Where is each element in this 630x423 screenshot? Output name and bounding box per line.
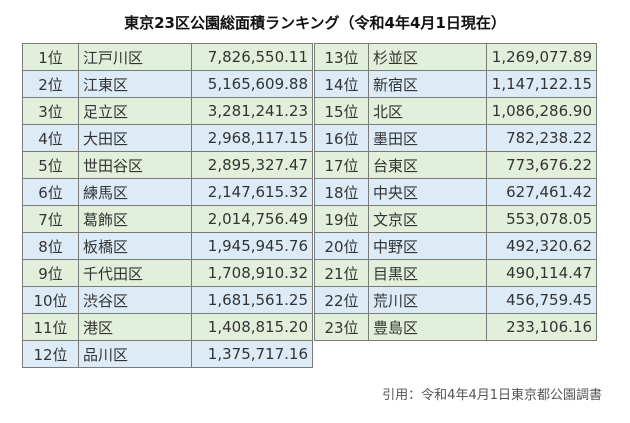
table-row: 10位 渋谷区 1,681,561.25 — [22, 286, 313, 314]
rank-cell: 11位 — [22, 313, 79, 341]
ward-cell: 新宿区 — [368, 70, 487, 98]
area-cell: 3,281,241.23 — [191, 97, 313, 125]
ward-cell: 港区 — [78, 313, 192, 341]
ward-cell: 千代田区 — [78, 259, 192, 287]
table-row: 16位 墨田区 782,238.22 — [314, 124, 597, 152]
table-row: 5位 世田谷区 2,895,327.47 — [22, 151, 313, 179]
table-row: 22位 荒川区 456,759.45 — [314, 286, 597, 314]
ward-cell: 台東区 — [368, 151, 487, 179]
area-cell: 1,086,286.90 — [486, 97, 597, 125]
area-cell: 773,676.22 — [486, 151, 597, 179]
ward-cell: 大田区 — [78, 124, 192, 152]
rank-cell: 23位 — [314, 313, 369, 341]
table-row: 1位 江戸川区 7,826,550.11 — [22, 43, 313, 71]
ward-cell: 世田谷区 — [78, 151, 192, 179]
rank-cell: 8位 — [22, 232, 79, 260]
ward-cell: 品川区 — [78, 340, 192, 368]
area-cell: 456,759.45 — [486, 286, 597, 314]
ward-cell: 荒川区 — [368, 286, 487, 314]
rank-cell: 9位 — [22, 259, 79, 287]
area-cell: 1,375,717.16 — [191, 340, 313, 368]
area-cell: 553,078.05 — [486, 205, 597, 233]
rank-cell: 4位 — [22, 124, 79, 152]
table-row: 13位 杉並区 1,269,077.89 — [314, 43, 597, 71]
rank-cell: 18位 — [314, 178, 369, 206]
rank-cell: 14位 — [314, 70, 369, 98]
rank-cell: 3位 — [22, 97, 79, 125]
table-row: 11位 港区 1,408,815.20 — [22, 313, 313, 341]
rank-cell: 1位 — [22, 43, 79, 71]
table-row: 9位 千代田区 1,708,910.32 — [22, 259, 313, 287]
ward-cell: 文京区 — [368, 205, 487, 233]
ward-cell: 中央区 — [368, 178, 487, 206]
rank-cell: 6位 — [22, 178, 79, 206]
table-row: 19位 文京区 553,078.05 — [314, 205, 597, 233]
page-title: 東京23区公園総面積ランキング（令和4年4月1日現在） — [124, 14, 506, 32]
rank-cell: 10位 — [22, 286, 79, 314]
area-cell: 5,165,609.88 — [191, 70, 313, 98]
rank-cell: 2位 — [22, 70, 79, 98]
ward-cell: 板橋区 — [78, 232, 192, 260]
area-cell: 233,106.16 — [486, 313, 597, 341]
table-row: 14位 新宿区 1,147,122.15 — [314, 70, 597, 98]
ward-cell: 渋谷区 — [78, 286, 192, 314]
table-row: 4位 大田区 2,968,117.15 — [22, 124, 313, 152]
rank-cell: 12位 — [22, 340, 79, 368]
rank-cell: 20位 — [314, 232, 369, 260]
ward-cell: 杉並区 — [368, 43, 487, 71]
ranking-table-left: 1位 江戸川区 7,826,550.11 2位 江東区 5,165,609.88 3位 足立区… — [22, 43, 313, 368]
table-row: 3位 足立区 3,281,241.23 — [22, 97, 313, 125]
ward-cell: 江戸川区 — [78, 43, 192, 71]
rank-cell: 5位 — [22, 151, 79, 179]
ranking-table-right: 13位 杉並区 1,269,077.89 14位 新宿区 1,147,122.15 15位北… — [314, 43, 597, 341]
rank-cell: 19位 — [314, 205, 369, 233]
area-cell: 2,895,327.47 — [191, 151, 313, 179]
table-row: 15位 北区 1,086,286.90 — [314, 97, 597, 125]
table-row: 18位 中央区 627,461.42 — [314, 178, 597, 206]
area-cell: 492,320.62 — [486, 232, 597, 260]
source-citation: 引用：令和4年4月1日東京都公園調書 — [382, 388, 602, 403]
area-cell: 1,147,122.15 — [486, 70, 597, 98]
area-cell: 1,681,561.25 — [191, 286, 313, 314]
area-cell: 1,408,815.20 — [191, 313, 313, 341]
table-row: 17位 台東区 773,676.22 — [314, 151, 597, 179]
ward-cell: 墨田区 — [368, 124, 487, 152]
area-cell: 1,708,910.32 — [191, 259, 313, 287]
rank-cell: 17位 — [314, 151, 369, 179]
area-cell: 1,269,077.89 — [486, 43, 597, 71]
rank-cell: 7位 — [22, 205, 79, 233]
table-row: 23位 豊島区 233,106.16 — [314, 313, 597, 341]
area-cell: 627,461.42 — [486, 178, 597, 206]
area-cell: 782,238.22 — [486, 124, 597, 152]
table-row: 7位 葛飾区 2,014,756.49 — [22, 205, 313, 233]
ward-cell: 目黒区 — [368, 259, 487, 287]
area-cell: 2,147,615.32 — [191, 178, 313, 206]
rank-cell: 22位 — [314, 286, 369, 314]
area-cell: 490,114.47 — [486, 259, 597, 287]
ward-cell: 豊島区 — [368, 313, 487, 341]
ward-cell: 江東区 — [78, 70, 192, 98]
area-cell: 1,945,945.76 — [191, 232, 313, 260]
ward-cell: 練馬区 — [78, 178, 192, 206]
ward-cell: 北区 — [368, 97, 487, 125]
ward-cell: 足立区 — [78, 97, 192, 125]
table-row: 6位 練馬区 2,147,615.32 — [22, 178, 313, 206]
table-row: 20位 中野区 492,320.62 — [314, 232, 597, 260]
rank-cell: 13位 — [314, 43, 369, 71]
table-row: 2位 江東区 5,165,609.88 — [22, 70, 313, 98]
rank-cell: 21位 — [314, 259, 369, 287]
ward-cell: 中野区 — [368, 232, 487, 260]
table-row: 12位 品川区 1,375,717.16 — [22, 340, 313, 368]
area-cell: 2,968,117.15 — [191, 124, 313, 152]
rank-cell: 15位 — [314, 97, 369, 125]
table-row: 21位 目黒区 490,114.47 — [314, 259, 597, 287]
area-cell: 7,826,550.11 — [191, 43, 313, 71]
rank-cell: 16位 — [314, 124, 369, 152]
ward-cell: 葛飾区 — [78, 205, 192, 233]
area-cell: 2,014,756.49 — [191, 205, 313, 233]
table-row: 8位 板橋区 1,945,945.76 — [22, 232, 313, 260]
